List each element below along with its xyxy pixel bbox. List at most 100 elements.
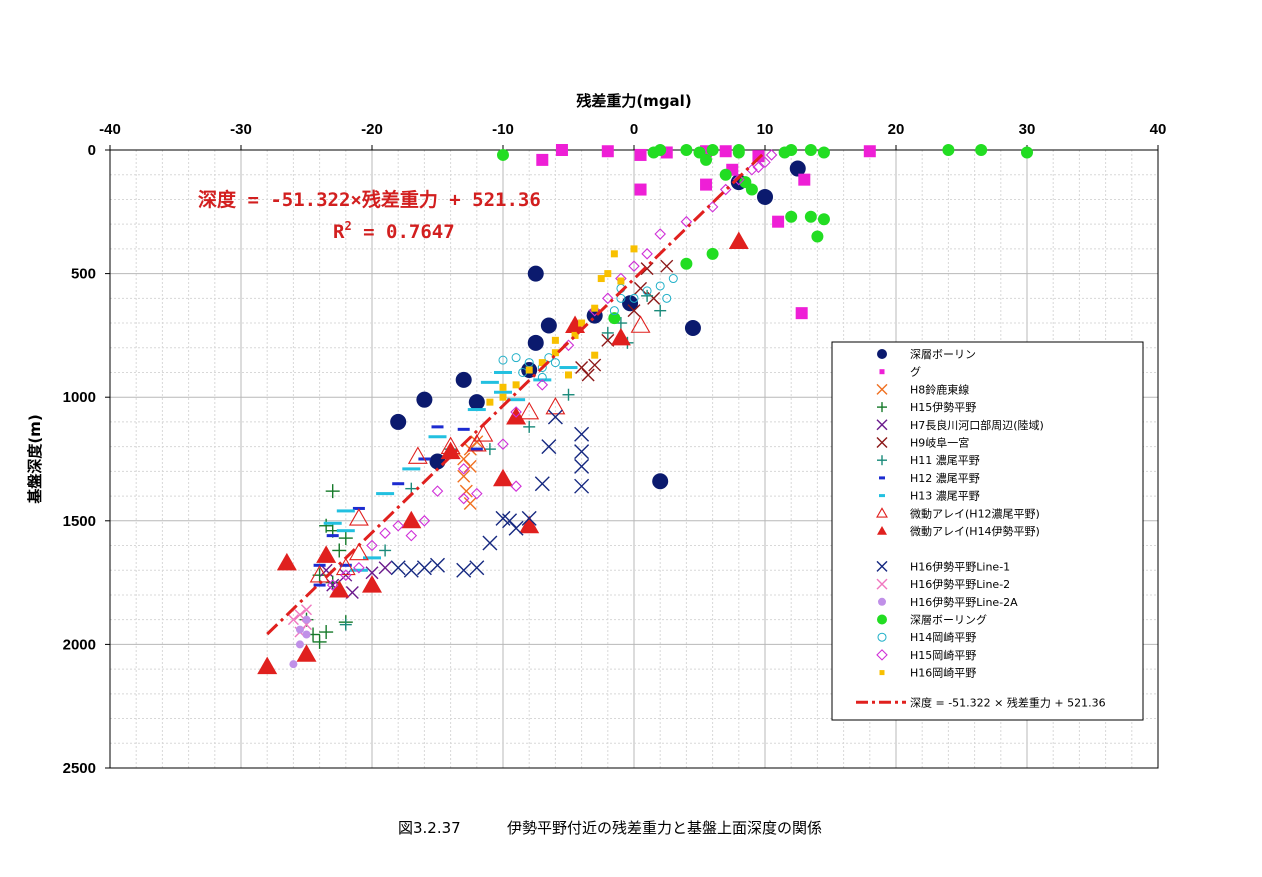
data-point bbox=[541, 439, 557, 455]
legend-item: H12 濃尾平野 bbox=[879, 471, 980, 485]
legend-label: H9岐阜一宮 bbox=[910, 436, 969, 450]
legend-marker bbox=[877, 349, 887, 359]
data-point bbox=[495, 510, 511, 526]
data-point bbox=[339, 618, 352, 631]
x-tick-label: 30 bbox=[1019, 121, 1036, 138]
data-point bbox=[403, 562, 419, 578]
legend: 深層ボーリング H8鈴鹿東線 H15伊勢平野 H7長良川河口部周辺(陸域) H9岐阜一宮… bbox=[831, 341, 1144, 721]
data-point bbox=[610, 250, 618, 258]
data-point bbox=[863, 145, 876, 158]
data-point bbox=[551, 336, 559, 344]
legend-label: グ bbox=[910, 365, 921, 379]
data-point bbox=[401, 510, 422, 529]
data-points bbox=[257, 144, 1033, 675]
r-squared-prefix: R bbox=[333, 221, 345, 243]
legend-label: H7長良川河口部周辺(陸域) bbox=[910, 418, 1044, 432]
data-point bbox=[418, 515, 431, 527]
data-point bbox=[732, 146, 745, 159]
data-point bbox=[525, 366, 533, 374]
x-tick-label: 0 bbox=[630, 121, 638, 138]
data-point bbox=[376, 492, 395, 496]
data-point bbox=[416, 560, 432, 576]
data-point bbox=[610, 327, 631, 346]
data-point bbox=[627, 304, 641, 318]
data-point bbox=[463, 497, 477, 510]
data-point bbox=[507, 398, 526, 402]
data-point bbox=[527, 265, 544, 282]
x-tick-label: -40 bbox=[99, 121, 121, 138]
data-point bbox=[512, 381, 520, 389]
data-point bbox=[654, 228, 666, 240]
data-point bbox=[335, 557, 356, 576]
data-point bbox=[617, 277, 625, 285]
y-tick-label: 0 bbox=[88, 142, 96, 159]
data-point bbox=[591, 304, 599, 312]
data-point bbox=[257, 656, 278, 675]
data-point bbox=[785, 210, 798, 223]
data-point bbox=[523, 420, 536, 433]
legend-marker bbox=[879, 369, 885, 375]
legend-item: H16伊勢平野Line-2 bbox=[876, 577, 1010, 591]
data-point bbox=[431, 425, 444, 429]
data-point bbox=[313, 583, 326, 587]
data-point bbox=[302, 615, 311, 624]
data-point bbox=[457, 492, 470, 505]
legend-marker bbox=[876, 578, 888, 590]
legend-label: H16岡崎平野 bbox=[910, 666, 976, 680]
data-point bbox=[440, 441, 461, 460]
data-point bbox=[336, 509, 355, 513]
data-point bbox=[660, 259, 674, 273]
y-tick-label: 2500 bbox=[63, 760, 96, 777]
data-point bbox=[540, 317, 557, 334]
data-point bbox=[562, 388, 575, 401]
legend-label: 微動アレイ(H14伊勢平野) bbox=[910, 524, 1040, 538]
data-point bbox=[379, 544, 392, 557]
legend-label: H14岡崎平野 bbox=[910, 630, 976, 644]
data-point bbox=[811, 230, 824, 243]
data-point bbox=[655, 281, 665, 291]
data-point bbox=[778, 146, 791, 159]
data-point bbox=[640, 262, 654, 276]
data-point bbox=[455, 371, 472, 388]
data-point bbox=[680, 257, 693, 270]
data-point bbox=[571, 331, 579, 339]
data-point bbox=[634, 148, 647, 161]
data-point bbox=[463, 442, 477, 456]
legend-label: H15伊勢平野 bbox=[910, 400, 976, 414]
legend-item-regression: 深度 = -51.322 × 残差重力 + 521.36 bbox=[856, 695, 1106, 709]
data-point bbox=[499, 393, 507, 401]
data-point bbox=[519, 401, 540, 420]
data-point bbox=[728, 231, 749, 249]
data-point bbox=[457, 427, 470, 431]
data-point bbox=[362, 575, 382, 593]
data-point bbox=[634, 183, 647, 196]
data-point bbox=[366, 539, 378, 552]
data-point bbox=[493, 468, 513, 487]
legend-marker bbox=[877, 402, 887, 413]
data-point bbox=[745, 183, 758, 196]
data-point bbox=[431, 485, 444, 497]
data-point bbox=[574, 426, 590, 442]
legend-item: H11 濃尾平野 bbox=[877, 453, 980, 467]
legend-item: グ bbox=[879, 365, 921, 379]
legend-label: H16伊勢平野Line-2A bbox=[910, 595, 1018, 609]
data-point bbox=[601, 145, 614, 158]
legend-item: H9岐阜一宮 bbox=[876, 436, 969, 450]
data-point bbox=[332, 543, 347, 558]
legend-label: H11 濃尾平野 bbox=[910, 453, 980, 467]
legend-item: H16伊勢平野Line-2A bbox=[878, 595, 1018, 609]
data-point bbox=[295, 625, 304, 634]
legend-label: 深度 = -51.322 × 残差重力 + 521.36 bbox=[910, 695, 1106, 709]
legend-marker bbox=[877, 614, 887, 625]
legend-item: 微動アレイ(H12濃尾平野) bbox=[876, 506, 1040, 520]
data-point bbox=[622, 295, 639, 312]
data-point bbox=[630, 245, 638, 253]
data-point bbox=[680, 215, 693, 228]
data-point bbox=[817, 146, 830, 159]
data-point bbox=[392, 482, 405, 486]
regression-line bbox=[266, 150, 767, 636]
data-point bbox=[597, 275, 605, 283]
data-point bbox=[498, 355, 508, 365]
data-point bbox=[942, 144, 955, 156]
legend-item: 深層ボーリン bbox=[877, 348, 976, 361]
